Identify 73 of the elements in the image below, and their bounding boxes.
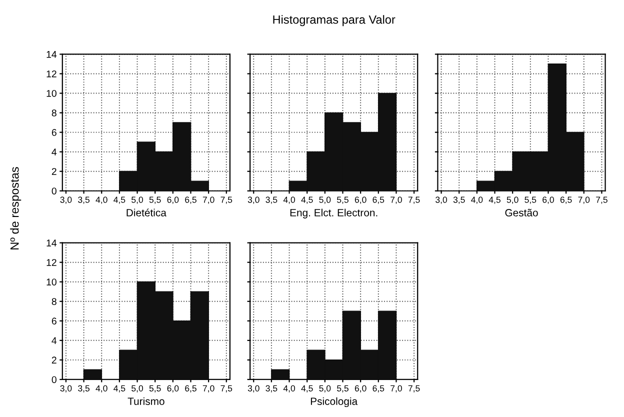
- x-axis-title: Gestão: [505, 208, 538, 216]
- x-tick-label: 7,5: [596, 196, 608, 204]
- x-tick-label: 4,0: [283, 385, 296, 392]
- x-tick-label: 4,5: [114, 196, 126, 204]
- x-tick-label: 6,5: [372, 385, 384, 392]
- x-tick-label: 7,0: [202, 385, 214, 392]
- x-axis-title: Eng. Elct. Electron.: [290, 208, 378, 218]
- x-tick-label: 6,0: [542, 196, 554, 204]
- x-tick-label: 7,5: [220, 196, 232, 204]
- y-tick-label: 8: [52, 298, 56, 305]
- x-axis-title: Psicologia: [310, 397, 358, 408]
- y-tick-label: 8: [52, 110, 56, 116]
- x-tick-label: 5,0: [319, 196, 331, 204]
- x-tick-label: 3,0: [60, 385, 72, 392]
- x-tick-label: 6,0: [354, 196, 366, 204]
- x-tick-label: 3,5: [266, 196, 278, 204]
- y-tick-label: 12: [46, 70, 56, 78]
- y-tick-label: 2: [52, 356, 56, 364]
- x-tick-label: 5,0: [132, 385, 144, 392]
- x-tick-label: 3,5: [453, 196, 465, 204]
- y-tick-label: 4: [52, 337, 57, 344]
- y-tick-label: 4: [52, 148, 57, 156]
- x-tick-label: 3,0: [436, 196, 448, 204]
- x-tick-label: 3,5: [266, 385, 278, 392]
- x-tick-label: 4,0: [96, 385, 108, 392]
- x-tick-label: 4,5: [114, 385, 126, 392]
- x-tick-label: 5,5: [337, 385, 348, 392]
- x-axis-title: Turismo: [128, 397, 164, 405]
- x-tick-label: 3,5: [78, 196, 90, 204]
- x-tick-label: 3,0: [248, 196, 260, 204]
- y-tick-label: 10: [46, 278, 56, 286]
- x-tick-label: 6,0: [354, 385, 366, 392]
- x-tick-label: 4,0: [471, 196, 483, 204]
- y-tick-label: 0: [52, 188, 56, 194]
- x-tick-label: 6,0: [167, 196, 179, 204]
- x-tick-label: 6,5: [185, 385, 196, 392]
- x-tick-label: 7,5: [408, 196, 420, 204]
- y-tick-label: 12: [46, 259, 56, 266]
- x-tick-label: 5,0: [506, 196, 518, 204]
- x-tick-label: 3,0: [248, 385, 260, 392]
- x-tick-label: 5,5: [149, 196, 161, 204]
- x-tick-label: 6,5: [560, 196, 572, 204]
- x-tick-label: 3,5: [78, 385, 90, 392]
- y-tick-label: 10: [46, 90, 56, 97]
- y-tick-label: 6: [52, 318, 56, 325]
- x-tick-label: 5,0: [132, 196, 144, 204]
- x-tick-label: 4,5: [301, 385, 313, 392]
- chart-title: Histogramas para Valor: [273, 15, 396, 26]
- x-tick-label: 5,0: [319, 385, 331, 392]
- x-tick-label: 5,5: [149, 385, 161, 392]
- x-tick-label: 3,0: [60, 196, 72, 204]
- x-tick-label: 4,0: [283, 196, 296, 204]
- x-tick-label: 5,5: [524, 196, 536, 204]
- x-tick-label: 7,0: [578, 196, 590, 204]
- x-tick-label: 4,5: [488, 196, 500, 204]
- x-tick-label: 6,5: [185, 196, 196, 204]
- x-tick-label: 7,5: [220, 385, 232, 392]
- y-tick-label: 6: [52, 129, 56, 136]
- x-tick-label: 4,0: [96, 196, 108, 204]
- x-tick-label: 7,0: [390, 196, 402, 204]
- x-tick-label: 7,0: [202, 196, 214, 204]
- x-tick-label: 6,0: [167, 385, 179, 392]
- y-tick-label: 2: [52, 168, 56, 175]
- y-tick-label: 0: [52, 376, 56, 384]
- x-tick-label: 5,5: [337, 196, 348, 204]
- x-tick-label: 6,5: [372, 196, 384, 204]
- y-tick-label: 14: [46, 51, 57, 58]
- x-tick-label: 7,0: [390, 385, 402, 392]
- x-axis-title: Dietética: [126, 208, 166, 216]
- x-tick-label: 7,5: [408, 385, 420, 392]
- y-axis-title: Nº de respostas: [10, 167, 22, 250]
- x-tick-label: 4,5: [301, 196, 313, 204]
- y-tick-label: 14: [46, 240, 57, 246]
